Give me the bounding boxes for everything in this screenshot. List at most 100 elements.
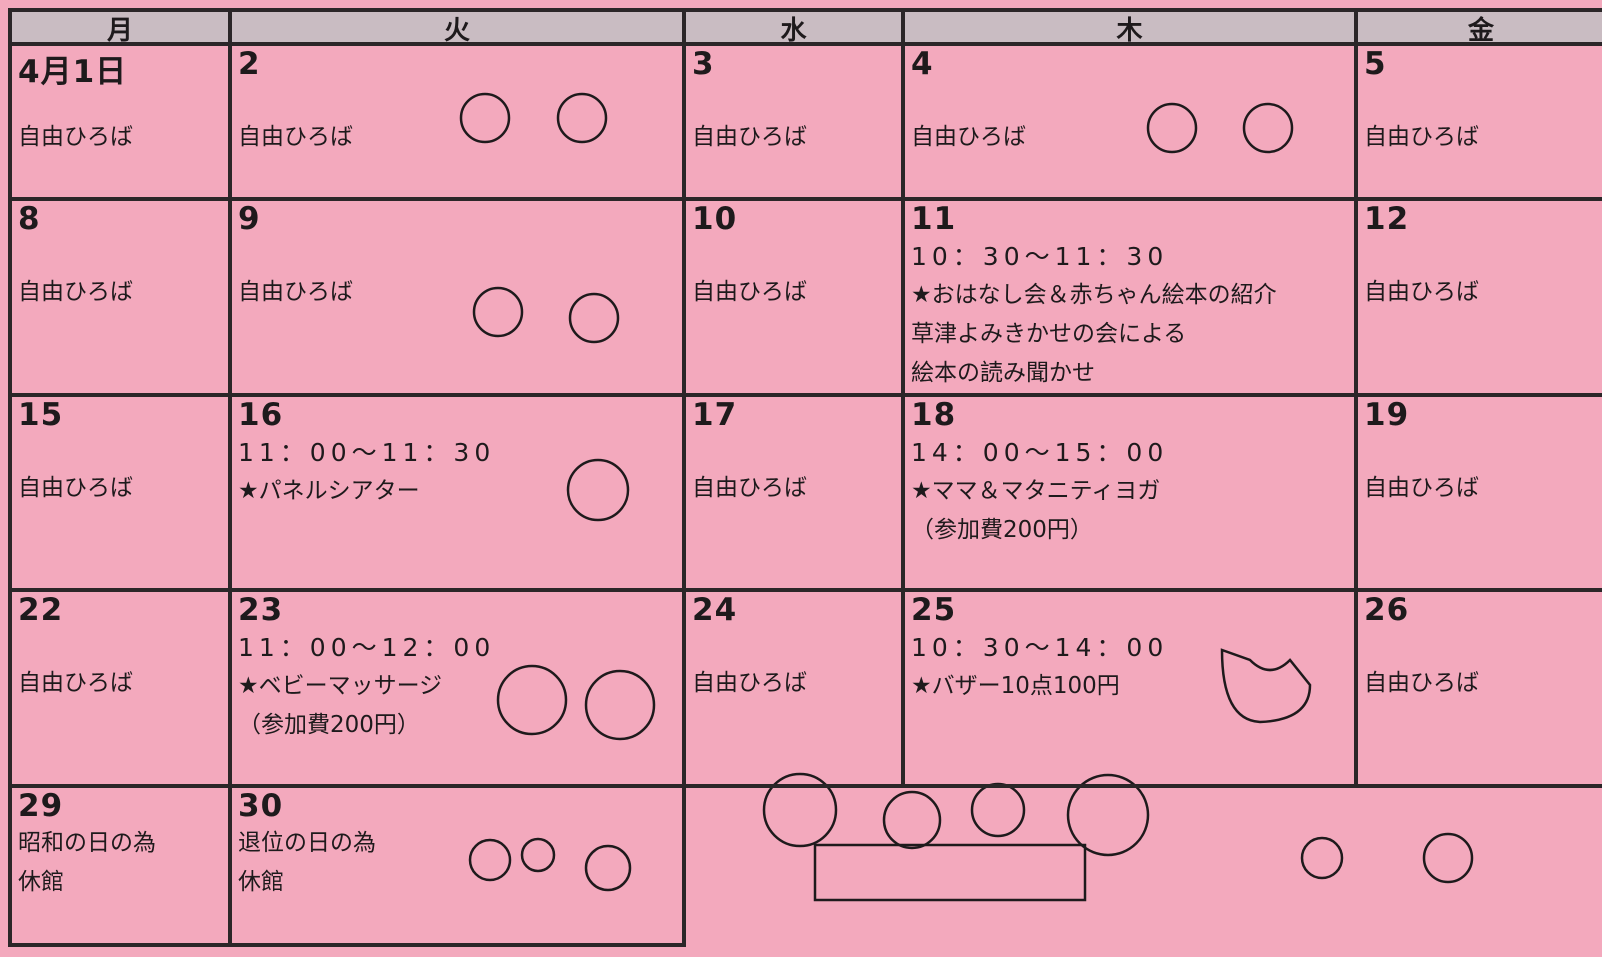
day-events: 自由ひろば [238,273,353,312]
event-line: 自由ひろば [18,124,133,150]
day-events: 10：30～14：00 ★バザー10点100円 [911,628,1168,706]
day-events: 自由ひろば [692,273,807,312]
day-cell: 26 自由ひろば [1354,588,1602,788]
day-cell: 4月1日自由ひろば [8,42,232,201]
event-line: （参加費200円） [238,712,420,738]
day-number: 4月1日 [18,54,128,90]
event-line: 絵本の読み聞かせ [911,360,1095,386]
event-line: 自由ひろば [692,670,807,696]
day-number: 30 [238,788,284,824]
day-number: 22 [18,592,64,628]
day-events: 自由ひろば [692,118,807,157]
event-line: 自由ひろば [238,279,353,305]
day-number: 3 [692,46,715,82]
day-cell: 15 自由ひろば [8,393,232,592]
event-line: 10：30～11：30 [911,242,1169,271]
day-events: 自由ひろば [18,664,133,703]
day-cell: 22 自由ひろば [8,588,232,788]
day-cell: 8 自由ひろば [8,197,232,397]
day-cell: 4 自由ひろば [901,42,1358,201]
weekday-header: 水 [682,8,905,46]
event-line: 10：30～14：00 [911,633,1169,662]
day-events: 自由ひろば [692,469,807,508]
event-line: 自由ひろば [238,124,353,150]
day-events: 自由ひろば [692,664,807,703]
event-line: ★ママ＆マタニティヨガ [911,478,1161,504]
day-events: 11：00～12：00 ★ベビーマッサージ （参加費200円） [238,628,495,745]
day-cell: 23 11：00～12：00 ★ベビーマッサージ （参加費200円） [228,588,686,788]
day-number: 24 [692,592,738,628]
day-cell: 3 自由ひろば [682,42,905,201]
event-line: ★パネルシアター [238,478,420,504]
day-number: 17 [692,397,738,433]
day-events: 昭和の日の為 休館 [18,824,156,902]
day-cell: 11 10：30～11：30 ★おはなし会＆赤ちゃん絵本の紹介 草津よみきかせの会によ… [901,197,1358,397]
event-line: 自由ひろば [18,279,133,305]
day-number: 5 [1364,46,1387,82]
event-line: 自由ひろば [692,475,807,501]
day-cell: 24 自由ひろば [682,588,905,788]
event-line: 自由ひろば [1364,670,1479,696]
day-number: 8 [18,201,41,237]
event-line: ★おはなし会＆赤ちゃん絵本の紹介 [911,282,1277,308]
event-line: 草津よみきかせの会による [911,321,1187,347]
event-line: 14：00～15：00 [911,438,1169,467]
day-cell: 2 自由ひろば [228,42,686,201]
event-line: 自由ひろば [692,124,807,150]
day-cell: 16 11：00～11：30 ★パネルシアター [228,393,686,592]
day-events: 自由ひろば [911,118,1026,157]
day-number: 19 [1364,397,1410,433]
day-cell: 30 退位の日の為 休館 [228,784,686,947]
weekday-header: 木 [901,8,1358,46]
day-events: 退位の日の為 休館 [238,824,376,902]
day-cell: 25 10：30～14：00 ★バザー10点100円 [901,588,1358,788]
day-number: 4 [911,46,934,82]
day-cell: 10 自由ひろば [682,197,905,397]
event-line: 休館 [18,869,64,895]
day-cell: 9 自由ひろば [228,197,686,397]
day-cell: 29 昭和の日の為 休館 [8,784,232,947]
event-line: 昭和の日の為 [18,830,156,856]
event-line: 自由ひろば [18,475,133,501]
event-line: 自由ひろば [911,124,1026,150]
day-events: 自由ひろば [18,118,133,157]
day-events: 自由ひろば [18,469,133,508]
day-events: 自由ひろば [1364,664,1479,703]
day-number: 16 [238,397,284,433]
day-events: 11：00～11：30 ★パネルシアター [238,433,495,511]
event-line: （参加費200円） [911,517,1093,543]
event-line: 自由ひろば [692,279,807,305]
event-line: 自由ひろば [1364,279,1479,305]
day-number: 12 [1364,201,1410,237]
day-number: 2 [238,46,261,82]
day-number: 26 [1364,592,1410,628]
event-line: 自由ひろば [1364,124,1479,150]
event-line: 休館 [238,869,284,895]
day-events: 自由ひろば [1364,118,1479,157]
day-number: 11 [911,201,957,237]
day-events: 自由ひろば [238,118,353,157]
day-number: 25 [911,592,957,628]
weekday-header: 月 [8,8,232,46]
weekday-header: 金 [1354,8,1602,46]
day-number: 10 [692,201,738,237]
day-number: 15 [18,397,64,433]
day-cell: 5 自由ひろば [1354,42,1602,201]
day-events: 10：30～11：30 ★おはなし会＆赤ちゃん絵本の紹介 草津よみきかせの会による絵… [911,237,1277,393]
day-events: 自由ひろば [1364,273,1479,312]
event-line: 退位の日の為 [238,830,376,856]
day-events: 14：00～15：00 ★ママ＆マタニティヨガ （参加費200円） [911,433,1168,550]
day-cell: 18 14：00～15：00 ★ママ＆マタニティヨガ （参加費200円） [901,393,1358,592]
day-number: 23 [238,592,284,628]
day-number: 18 [911,397,957,433]
event-line: ★バザー10点100円 [911,673,1120,699]
day-cell: 19 自由ひろば [1354,393,1602,592]
weekday-header: 火 [228,8,686,46]
event-line: 11：00～12：00 [238,633,496,662]
day-cell: 17 自由ひろば [682,393,905,592]
day-number: 9 [238,201,261,237]
event-line: 11：00～11：30 [238,438,496,467]
day-cell: 12 自由ひろば [1354,197,1602,397]
event-line: 自由ひろば [1364,475,1479,501]
